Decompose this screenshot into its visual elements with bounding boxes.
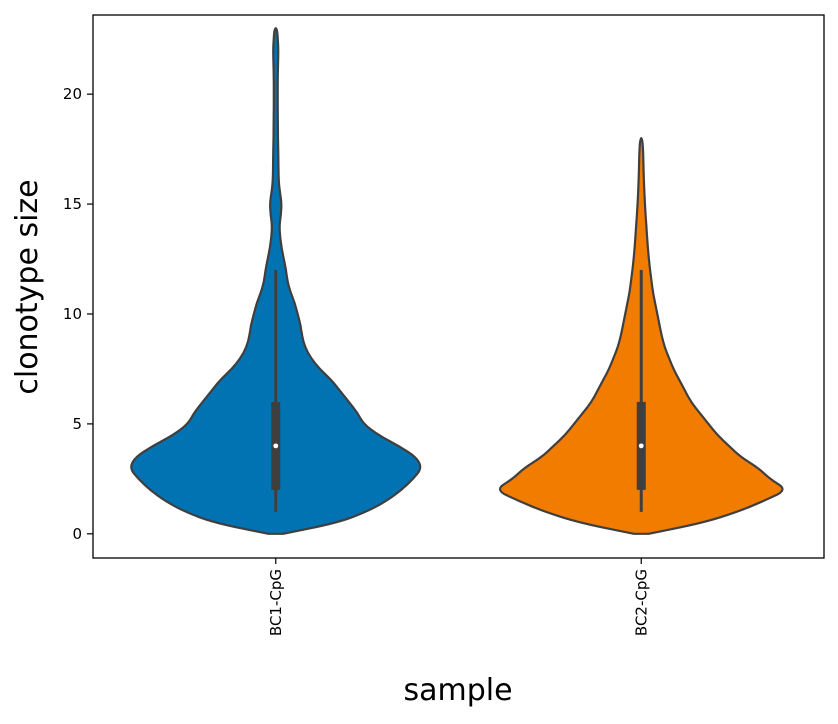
x-axis-title: sample (403, 673, 512, 708)
y-axis-title: clonotype size (10, 179, 45, 394)
median-marker-bc1-cpg (273, 443, 279, 449)
plot-frame (92, 14, 825, 559)
x-tick-label: BC2-CpG (632, 569, 650, 636)
y-tick-label: 15 (63, 195, 82, 213)
x-axis: BC1-CpG BC2-CpG (267, 558, 650, 636)
y-axis: 0 5 10 15 20 (63, 85, 93, 543)
x-tick-label: BC1-CpG (267, 569, 285, 636)
y-tick-label: 20 (63, 85, 82, 103)
violins-layer (130, 27, 784, 535)
y-tick-label: 5 (72, 415, 82, 433)
median-marker-bc2-cpg (638, 443, 644, 449)
y-tick-label: 0 (72, 525, 82, 543)
y-tick-label: 10 (63, 305, 82, 323)
